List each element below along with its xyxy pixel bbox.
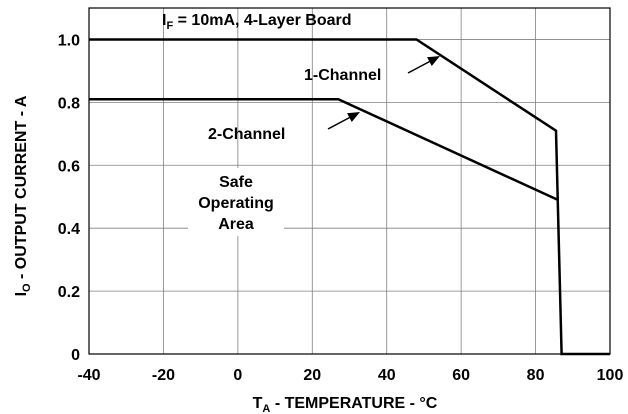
x-tick-label: -40	[77, 367, 100, 384]
x-tick-label: 60	[452, 367, 470, 384]
x-tick-label: -20	[152, 367, 175, 384]
x-tick-label: 40	[378, 367, 396, 384]
y-axis-title: IO - OUTPUT CURRENT - A	[13, 95, 33, 296]
grid	[89, 8, 610, 354]
x-axis-title: TA - TEMPERATURE - °C	[253, 395, 438, 414]
x-tick-label: 0	[233, 367, 242, 384]
series-label-2-channel: 2-Channel	[208, 126, 285, 143]
series-group	[89, 38, 610, 356]
series-label-1-channel: 1-Channel	[304, 67, 381, 84]
x-tick-label: 80	[527, 367, 545, 384]
plot-frame	[88, 7, 611, 355]
y-tick-label: 1.0	[58, 32, 80, 49]
soa-line-1: Safe	[219, 174, 253, 191]
y-tick-label: 0	[71, 347, 80, 364]
soa-label-bg	[188, 168, 284, 236]
condition-label: IF = 10mA, 4-Layer Board	[162, 12, 351, 32]
soa-line-3: Area	[218, 216, 254, 233]
x-tick-label: 20	[303, 367, 321, 384]
annotation-arrows	[327, 56, 440, 130]
series-line-2	[89, 97, 559, 202]
y-tick-label: 0.4	[58, 221, 80, 238]
arrow-1-channel	[407, 56, 440, 74]
arrow-2-channel	[327, 112, 360, 130]
x-tick-labels: -40 -20 0 20 40 60 80 100	[77, 367, 623, 384]
soa-line-2: Operating	[198, 195, 274, 212]
y-tick-labels: 0 0.2 0.4 0.6 0.8 1.0	[58, 32, 80, 364]
x-tick-label: 100	[597, 367, 624, 384]
y-tick-label: 0.6	[58, 158, 80, 175]
y-tick-label: 0.8	[58, 95, 80, 112]
series-line-1	[89, 38, 610, 356]
y-tick-label: 0.2	[58, 284, 80, 301]
